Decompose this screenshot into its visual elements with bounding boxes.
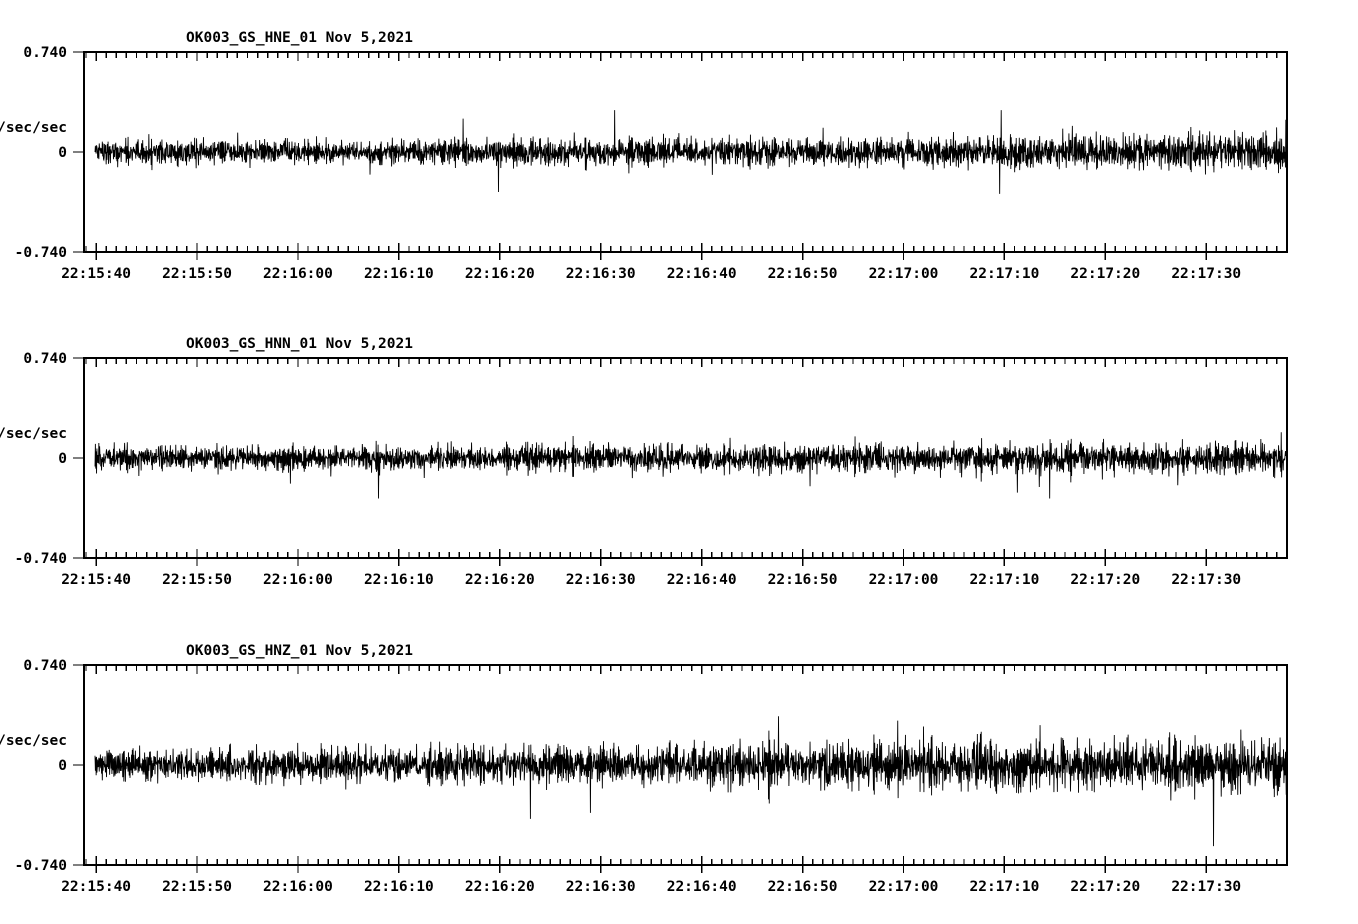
- x-tick-label: 22:16:30: [566, 266, 636, 282]
- x-tick-label: 22:16:50: [768, 879, 838, 895]
- x-tick-label: 22:17:00: [869, 879, 939, 895]
- x-tick-label: 22:16:20: [465, 266, 535, 282]
- x-tick-label: 22:16:20: [465, 879, 535, 895]
- y-tick-label: 0: [58, 451, 67, 467]
- x-tick-label: 22:16:50: [768, 572, 838, 588]
- x-tick-label: 22:16:40: [667, 879, 737, 895]
- x-tick-label: 22:16:30: [566, 879, 636, 895]
- y-tick-label: 0.740: [23, 351, 67, 367]
- x-tick-label: 22:15:40: [61, 266, 131, 282]
- x-tick-label: 22:17:10: [969, 266, 1039, 282]
- x-tick-label: 22:16:00: [263, 572, 333, 588]
- x-tick-label: 22:17:20: [1070, 572, 1140, 588]
- waveform-trace-hne: [94, 110, 1288, 194]
- x-tick-label: 22:17:00: [869, 266, 939, 282]
- seismogram-panel-hne: 0.740 0 -0.740 cm/sec/sec 22:15:40 22:15:50 22…: [0, 0, 1358, 300]
- x-axis-ticks: [85, 52, 1288, 260]
- y-tick-label: 0.740: [23, 45, 67, 61]
- y-tick-label: 0: [58, 758, 67, 774]
- x-tick-label: 22:17:30: [1171, 266, 1241, 282]
- panel-title: OK003_GS_HNE_01 Nov 5,2021: [186, 30, 413, 46]
- x-tick-label: 22:16:10: [364, 266, 434, 282]
- y-tick-label: -0.740: [15, 858, 67, 874]
- seismogram-panel-hnn: 0.740 0 -0.740 cm/sec/sec 22:15:40 22:15:50 22…: [0, 306, 1358, 606]
- x-tick-label: 22:17:00: [869, 572, 939, 588]
- x-tick-label: 22:17:30: [1171, 879, 1241, 895]
- x-tick-label: 22:16:30: [566, 572, 636, 588]
- x-tick-label: 22:15:50: [162, 572, 232, 588]
- x-tick-label: 22:16:10: [364, 572, 434, 588]
- y-axis-unit-label: cm/sec/sec: [0, 733, 67, 749]
- x-tick-label: 22:17:20: [1070, 266, 1140, 282]
- x-tick-label: 22:17:30: [1171, 572, 1241, 588]
- x-tick-label: 22:15:50: [162, 266, 232, 282]
- y-axis-ticks: [73, 357, 84, 559]
- x-tick-label: 22:17:20: [1070, 879, 1140, 895]
- x-tick-label: 22:16:10: [364, 879, 434, 895]
- x-tick-label: 22:15:50: [162, 879, 232, 895]
- panel-title: OK003_GS_HNN_01 Nov 5,2021: [186, 336, 413, 352]
- panel-title: OK003_GS_HNZ_01 Nov 5,2021: [186, 643, 413, 659]
- seismogram-panel-hnz: 0.740 0 -0.740 cm/sec/sec 22:15:40 22:15:50 22…: [0, 613, 1358, 924]
- seismogram-plot-hnz: 0.740 0 -0.740 cm/sec/sec 22:15:40 22:15:50 22…: [0, 643, 1288, 895]
- x-tick-label: 22:17:10: [969, 572, 1039, 588]
- x-tick-label: 22:16:00: [263, 879, 333, 895]
- seismogram-plot-hne: 0.740 0 -0.740 cm/sec/sec 22:15:40 22:15:50 22…: [0, 30, 1288, 282]
- seismogram-plot-hnn: 0.740 0 -0.740 cm/sec/sec 22:15:40 22:15:50 22…: [0, 336, 1288, 588]
- y-axis-ticks: [73, 664, 84, 866]
- x-tick-label: 22:17:10: [969, 879, 1039, 895]
- x-tick-label: 22:16:20: [465, 572, 535, 588]
- waveform-trace-hnn: [94, 432, 1288, 499]
- y-axis-ticks: [73, 51, 84, 253]
- y-axis-unit-label: cm/sec/sec: [0, 120, 67, 136]
- x-tick-label: 22:15:40: [61, 572, 131, 588]
- x-tick-label: 22:16:40: [667, 572, 737, 588]
- y-tick-label: 0.740: [23, 658, 67, 674]
- x-tick-label: 22:15:40: [61, 879, 131, 895]
- x-tick-label: 22:16:00: [263, 266, 333, 282]
- waveform-trace-hnz: [94, 716, 1288, 847]
- y-tick-label: -0.740: [15, 551, 67, 567]
- x-tick-label: 22:16:40: [667, 266, 737, 282]
- y-tick-label: -0.740: [15, 245, 67, 261]
- x-axis-ticks: [85, 358, 1288, 566]
- y-axis-unit-label: cm/sec/sec: [0, 426, 67, 442]
- y-tick-label: 0: [58, 145, 67, 161]
- x-tick-label: 22:16:50: [768, 266, 838, 282]
- x-axis-ticks: [85, 665, 1288, 873]
